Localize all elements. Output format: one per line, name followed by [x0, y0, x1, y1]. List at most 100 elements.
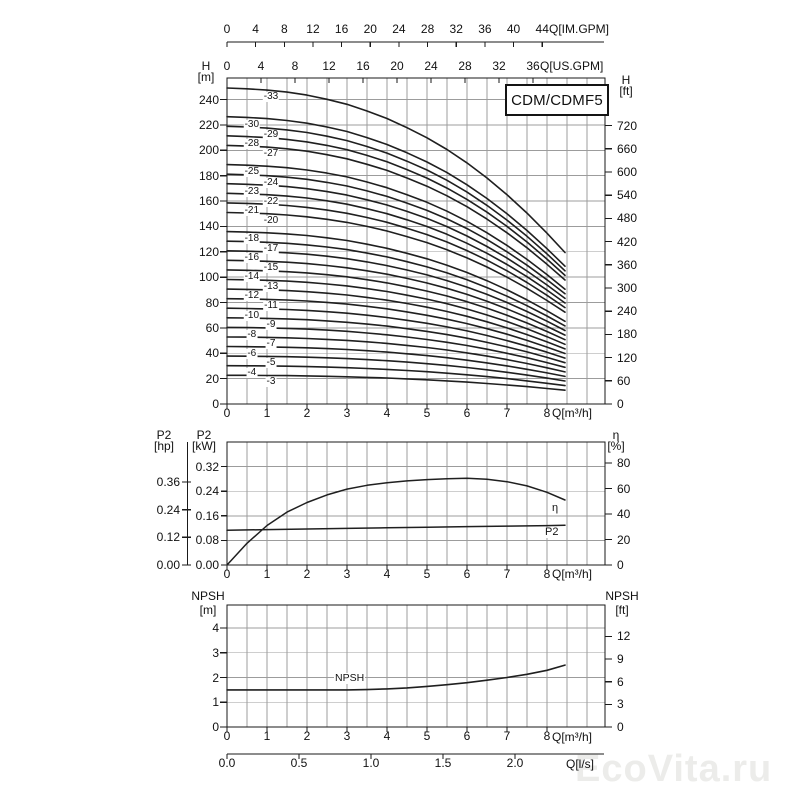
model-title-box: CDM/CDMF5	[505, 84, 609, 116]
npsh-curve	[226, 664, 566, 691]
im-gpm-tick-label: 44	[535, 22, 549, 36]
pump-curve-10-stages	[226, 307, 566, 359]
stage-curve-label: -12	[243, 290, 261, 302]
stage-curve-label: -17	[262, 243, 280, 255]
h-ft-axis-title: H [ft]	[611, 74, 641, 98]
p2-q-tick-label: 4	[383, 567, 391, 581]
p2-kw-tick-label: 0.32	[195, 459, 219, 474]
p2-kw-tick-label: 0.16	[195, 508, 219, 523]
pump-curve-3-stages	[226, 374, 566, 392]
p2-q-tick-label: 0	[223, 567, 231, 581]
npsh-m-tick-label: 4	[212, 621, 219, 635]
us-gpm-tick-label: 8	[291, 59, 299, 73]
im-gpm-tick-label: 40	[506, 22, 521, 36]
main-q-tick-label: 2	[303, 406, 311, 420]
npsh-q-axis-unit-label: Q[m³/h]	[552, 730, 593, 744]
p2-series-label: P2	[544, 526, 560, 538]
stage-curve-label: -23	[243, 185, 261, 197]
h-m-tick-label: 40	[205, 346, 219, 361]
npsh-ft-axis-unit: [ft]	[615, 603, 629, 617]
im-gpm-axis-unit-label: Q[IM.GPM]	[549, 22, 609, 36]
im-gpm-tick-label: 28	[420, 22, 435, 36]
im-gpm-tick-label: 0	[223, 22, 231, 36]
h-ft-tick-label: 300	[617, 281, 638, 295]
stage-curve-label: -21	[243, 204, 261, 216]
npsh-m-axis-title: NPSH [m]	[186, 589, 230, 617]
h-ft-axis-unit: [ft]	[619, 84, 633, 98]
p2-chart-border	[226, 441, 606, 566]
h-m-axis-title: H [m]	[191, 60, 221, 83]
p2-kw-tick-label: 0.00	[195, 558, 219, 572]
p2-hp-tick-label: 0.24	[156, 502, 180, 517]
us-gpm-tick-label: 32	[492, 59, 506, 73]
main-q-tick-label: 0	[223, 406, 231, 420]
h-m-tick-label: 120	[198, 244, 219, 259]
h-m-tick-label: 140	[198, 219, 219, 234]
stage-curve-label: -30	[243, 118, 261, 130]
pump-curve-9-stages	[226, 316, 566, 364]
h-ft-tick-label: 180	[617, 327, 638, 342]
h-ft-tick-label: 240	[617, 304, 638, 319]
p2-kw-tick-label: 0.08	[195, 533, 219, 548]
pump-curve-14-stages	[226, 269, 566, 341]
us-gpm-tick-label: 20	[390, 59, 404, 73]
pump-curve-4-stages	[226, 364, 566, 387]
npsh-m-tick-label: 1	[212, 695, 219, 710]
im-gpm-tick-label: 24	[392, 22, 406, 36]
npsh-ft-tick-label: 9	[617, 652, 624, 667]
npsh-q-tick-label: 2	[303, 729, 311, 743]
main-q-axis-unit-label: Q[m³/h]	[552, 406, 593, 420]
p2-kw-axis-unit: [kW]	[192, 439, 216, 453]
im-gpm-tick-label: 12	[306, 22, 320, 36]
watermark: EcoVita.ru	[575, 748, 773, 790]
stage-curve-label: -10	[243, 309, 261, 321]
us-gpm-axis-unit-label: Q[US.GPM]	[540, 59, 604, 73]
h-m-tick-label: 20	[205, 371, 219, 386]
eta-axis-title: η [%]	[601, 428, 631, 452]
eta-tick-label: 0	[617, 558, 624, 572]
stage-curve-label: -7	[265, 338, 277, 350]
npsh-chart-border	[226, 604, 606, 728]
main-q-tick-label: 8	[543, 406, 551, 420]
stage-curve-label: -24	[262, 176, 280, 188]
p2-kw-axis-name: P2	[196, 428, 212, 442]
h-ft-tick-label: 0	[617, 397, 624, 411]
eta-tick-label: 20	[617, 532, 631, 547]
efficiency-curve	[226, 477, 566, 566]
us-gpm-tick-label: 24	[424, 59, 438, 73]
eta-tick-label: 60	[617, 481, 631, 496]
im-gpm-tick-label: 32	[449, 22, 463, 36]
stage-curve-label: -6	[246, 347, 258, 359]
us-gpm-tick-label: 16	[356, 59, 370, 73]
stage-curve-label: -4	[246, 366, 258, 378]
p2-kw-axis-title: P2 [kW]	[189, 428, 219, 453]
h-ft-tick-label: 720	[617, 118, 638, 133]
pump-curve-7-stages	[226, 336, 566, 373]
p2-hp-tick-label: 0.12	[156, 530, 180, 545]
pump-curve-13-stages	[226, 278, 566, 346]
pump-curve-16-stages	[226, 250, 566, 332]
main-q-tick-label: 3	[343, 406, 351, 420]
q-ls-tick-label: 1.5	[434, 756, 452, 770]
npsh-ft-tick-label: 0	[617, 720, 624, 734]
npsh-m-tick-label: 3	[212, 645, 219, 660]
h-ft-tick-label: 120	[617, 350, 638, 365]
q-ls-tick-label: 2.0	[506, 756, 524, 770]
npsh-series-label: NPSH	[334, 672, 366, 684]
p2-hp-axis-unit: [hp]	[153, 439, 174, 453]
stage-curve-label: -16	[243, 252, 261, 264]
pump-curve-12-stages	[226, 288, 566, 350]
pump-curve-18-stages	[226, 230, 566, 323]
stage-curve-label: -22	[262, 195, 280, 207]
eta-axis-name: η	[612, 428, 620, 442]
npsh-q-tick-label: 6	[463, 729, 471, 743]
p2-hp-tick-label: 0.36	[156, 474, 180, 489]
pump-curve-6-stages	[226, 345, 566, 378]
pump-curve-20-stages	[226, 211, 566, 314]
im-gpm-tick-label: 16	[334, 22, 349, 36]
npsh-q-tick-label: 0	[223, 729, 231, 743]
h-m-tick-label: 240	[198, 92, 219, 107]
stage-curve-label: -3	[265, 376, 277, 388]
pump-curve-25-stages	[226, 163, 566, 291]
im-gpm-tick-label: 36	[478, 22, 492, 36]
